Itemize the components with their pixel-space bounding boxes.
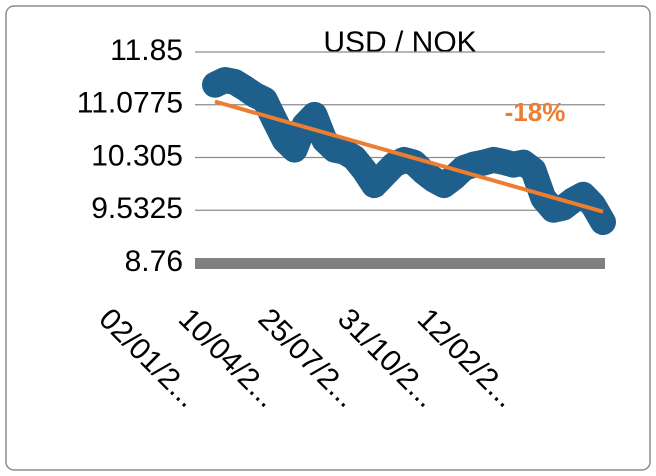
chart-border	[5, 5, 651, 471]
chart-title: USD / NOK	[323, 26, 476, 59]
y-tick-label: 10.305	[91, 139, 183, 172]
y-tick-label: 11.85	[110, 34, 183, 67]
x-axis	[195, 258, 605, 269]
y-tick-label: 9.5325	[91, 192, 183, 225]
y-tick-label: 11.0775	[77, 87, 183, 120]
y-tick-label: 8.76	[125, 245, 183, 278]
trendline	[214, 99, 604, 214]
series-line	[202, 66, 616, 236]
annotation: -18%	[505, 97, 566, 127]
